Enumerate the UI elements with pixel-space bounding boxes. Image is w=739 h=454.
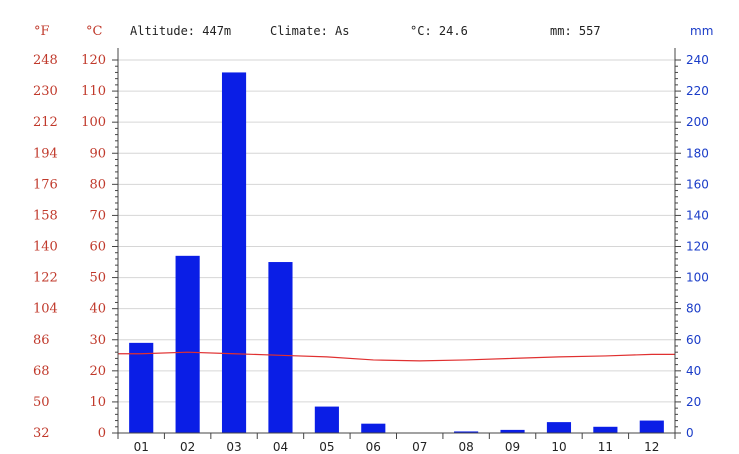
mm-tick-label: 40 — [686, 364, 701, 378]
fahrenheit-tick-label: 248 — [33, 53, 58, 68]
celsius-tick-label: 0 — [98, 426, 106, 441]
mm-tick-label: 0 — [686, 426, 694, 440]
bar-09 — [500, 429, 525, 433]
mm-tick-label: 140 — [686, 208, 709, 222]
fahrenheit-tick-label: 230 — [33, 84, 58, 99]
temperature-line — [118, 351, 675, 362]
month-label-01: 01 — [134, 440, 149, 454]
month-label-12: 12 — [644, 440, 659, 454]
celsius-tick-label: 70 — [89, 208, 106, 223]
bar-11 — [593, 426, 618, 433]
fahrenheit-tick-label: 140 — [33, 240, 58, 255]
fahrenheit-tick-label: 86 — [33, 333, 50, 348]
fahrenheit-tick-label: 32 — [33, 426, 50, 441]
fahrenheit-tick-label: 122 — [33, 271, 58, 286]
celsius-tick-label: 20 — [89, 364, 106, 379]
celsius-tick-label: 90 — [89, 146, 106, 161]
celsius-tick-label: 60 — [89, 240, 106, 255]
month-label-06: 06 — [366, 440, 381, 454]
month-label-09: 09 — [505, 440, 520, 454]
total-precip-label: mm: 557 — [550, 24, 601, 38]
mm-tick-label: 100 — [686, 271, 709, 285]
mm-tick-label: 200 — [686, 115, 709, 129]
month-label-11: 11 — [598, 440, 613, 454]
bar-01 — [129, 342, 154, 433]
month-label-08: 08 — [458, 440, 473, 454]
celsius-tick-label: 120 — [81, 53, 106, 68]
month-label-03: 03 — [226, 440, 241, 454]
month-label-02: 02 — [180, 440, 195, 454]
celsius-tick-label: 110 — [81, 84, 106, 99]
fahrenheit-tick-label: 194 — [33, 146, 58, 161]
month-label-05: 05 — [319, 440, 334, 454]
mm-tick-label: 120 — [686, 240, 709, 254]
mm-tick-label: 240 — [686, 53, 709, 67]
mm-unit-label: mm — [690, 24, 713, 38]
mean-temp-label: °C: 24.6 — [410, 24, 468, 38]
mm-tick-label: 160 — [686, 177, 709, 191]
mm-tick-label: 180 — [686, 146, 709, 160]
celsius-tick-label: 30 — [89, 333, 106, 348]
fahrenheit-tick-label: 68 — [33, 364, 50, 379]
climate-label: Climate: As — [270, 24, 349, 38]
celsius-unit-label: °C — [86, 24, 103, 39]
fahrenheit-tick-label: 50 — [33, 395, 50, 410]
bar-10 — [546, 422, 572, 433]
celsius-tick-label: 80 — [89, 177, 106, 192]
mm-tick-label: 220 — [686, 84, 709, 98]
mm-tick-label: 80 — [686, 302, 701, 316]
month-label-07: 07 — [412, 440, 427, 454]
celsius-tick-label: 10 — [89, 395, 106, 410]
bar-05 — [314, 406, 339, 433]
month-label-10: 10 — [551, 440, 566, 454]
temperature-line-group — [118, 351, 675, 362]
grid — [118, 59, 675, 403]
bar-04 — [268, 262, 293, 433]
fahrenheit-tick-label: 212 — [33, 115, 58, 130]
axes — [112, 48, 681, 439]
precipitation-bars — [129, 72, 664, 433]
bar-06 — [361, 423, 386, 433]
tick-labels: 3250688610412214015817619421223024801020… — [33, 53, 709, 454]
fahrenheit-tick-label: 176 — [33, 177, 58, 192]
month-label-04: 04 — [273, 440, 288, 454]
celsius-tick-label: 100 — [81, 115, 106, 130]
bar-02 — [175, 255, 200, 433]
fahrenheit-unit-label: °F — [34, 24, 50, 39]
mm-tick-label: 20 — [686, 395, 701, 409]
celsius-tick-label: 50 — [89, 271, 106, 286]
mm-tick-label: 60 — [686, 333, 701, 347]
fahrenheit-tick-label: 104 — [33, 302, 58, 317]
bar-03 — [221, 72, 247, 433]
altitude-label: Altitude: 447m — [130, 24, 231, 38]
bar-08 — [454, 431, 479, 433]
fahrenheit-tick-label: 158 — [33, 208, 58, 223]
celsius-tick-label: 40 — [89, 302, 106, 317]
bar-12 — [639, 420, 664, 433]
